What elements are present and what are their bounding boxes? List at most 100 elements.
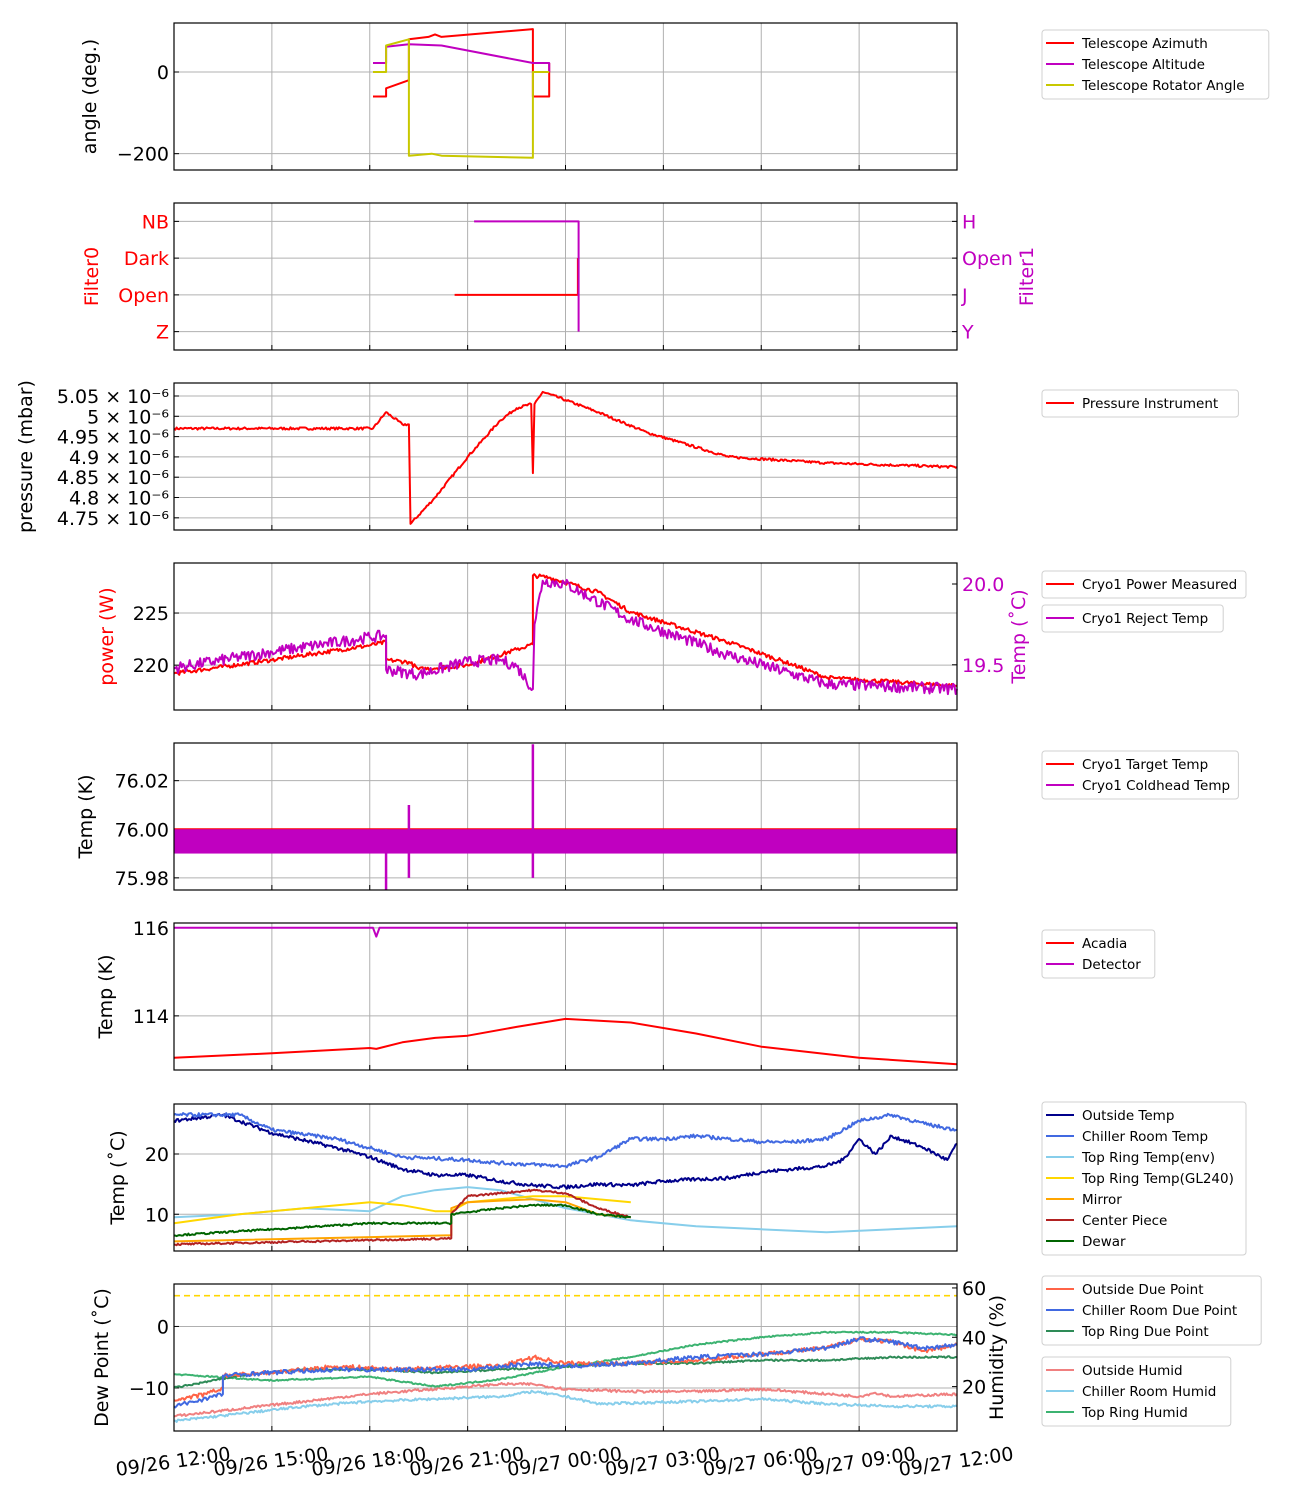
panel-2: Z Open Dark NB YJ Open H Filter0 Filter1 bbox=[81, 202, 1038, 351]
legend-label: Top Ring Temp(env) bbox=[1081, 1150, 1215, 1166]
panel-3: 4.75 × 10⁻⁶4.8 × 10⁻⁶4.85 × 10⁻⁶4.9 × 10… bbox=[15, 380, 1239, 533]
legend-label: Cryo1 Power Measured bbox=[1082, 577, 1237, 593]
series-line-center-piece bbox=[173, 1188, 631, 1247]
series-line-chiller-room-humid bbox=[173, 1389, 958, 1423]
legend-label: Chiller Room Humid bbox=[1082, 1384, 1216, 1400]
y-right-tick-label: 40 bbox=[962, 1327, 986, 1349]
legend-label: Top Ring Humid bbox=[1081, 1405, 1188, 1421]
y-axis-label: Filter0 bbox=[81, 247, 103, 306]
y-tick-label: 5 × 10⁻⁶ bbox=[87, 406, 169, 428]
series-line-outside-temp bbox=[173, 1112, 958, 1190]
plot-frame bbox=[173, 202, 958, 351]
y-axis-label: Temp (˚C) bbox=[107, 1130, 129, 1225]
series-line-cryo1-power-measured bbox=[173, 573, 958, 689]
y-axis-label: angle (deg.) bbox=[79, 39, 101, 154]
y-tick-label: 4.75 × 10⁻⁶ bbox=[57, 508, 169, 530]
series-line-top-ring-temp-env- bbox=[173, 1186, 958, 1234]
y-axis-label: power (W) bbox=[96, 587, 118, 685]
y-tick-label: 0 bbox=[157, 62, 169, 84]
legend-label: Telescope Rotator Angle bbox=[1081, 78, 1245, 94]
y-tick-label: 76.02 bbox=[115, 771, 169, 793]
legend-box bbox=[1041, 29, 1270, 100]
y-tick-label: −200 bbox=[117, 144, 169, 166]
plot-frame bbox=[173, 22, 958, 171]
y-tick-label: 114 bbox=[133, 1006, 169, 1028]
series-line-chiller-room-due-point bbox=[173, 1336, 958, 1409]
legend-label: Telescope Azimuth bbox=[1081, 36, 1208, 52]
legend-label: Outside Humid bbox=[1082, 1363, 1183, 1379]
legend-label: Acadia bbox=[1082, 936, 1127, 952]
plot-frame bbox=[173, 562, 958, 711]
legend-label: Dewar bbox=[1082, 1234, 1126, 1250]
panel-1: 0 −200 angle (deg.) Telescope Azimuth Telesc… bbox=[79, 22, 1270, 171]
legend-label: Center Piece bbox=[1082, 1213, 1167, 1229]
legend-label: Telescope Altitude bbox=[1081, 57, 1205, 73]
y-axis-label: Dew Point (˚C) bbox=[91, 1288, 113, 1427]
y-tick-label: NB bbox=[142, 211, 169, 233]
panel-4: 220 225 19.5 20.0 power (W) Temp (˚C) Cryo1 Po… bbox=[96, 562, 1247, 711]
y-tick-label: 4.8 × 10⁻⁶ bbox=[69, 488, 169, 510]
series-line-telescope-rotator-angle bbox=[373, 38, 550, 159]
panel-7: 10 20 Temp (˚C) Outside Temp Chiller Room Te… bbox=[107, 1101, 1247, 1256]
y-right-tick-label: H bbox=[962, 211, 976, 233]
y-tick-label: 4.9 × 10⁻⁶ bbox=[69, 447, 169, 469]
y-tick-label: 4.95 × 10⁻⁶ bbox=[57, 427, 169, 449]
y-axis-label: Temp (K) bbox=[95, 955, 117, 1040]
legend-label: Chiller Room Temp bbox=[1082, 1129, 1208, 1145]
legend-box bbox=[1041, 1356, 1232, 1427]
series-line-cryo1-reject-temp bbox=[173, 578, 958, 696]
series-line-top-ring-temp-gl240- bbox=[173, 1195, 631, 1225]
series-line-acadia bbox=[173, 1017, 958, 1066]
series-line-detector bbox=[174, 926, 957, 938]
y-tick-label: 0 bbox=[157, 1316, 169, 1338]
legend-box bbox=[1041, 750, 1239, 800]
series-line-pressure-instrument bbox=[173, 390, 958, 525]
y-tick-label: Open bbox=[118, 285, 169, 307]
series-line-chiller-room-temp bbox=[173, 1112, 958, 1169]
panel-6: 114 116 Temp (K) Acadia Detector bbox=[95, 918, 1156, 1071]
series-line-telescope-azimuth bbox=[373, 28, 551, 98]
legend-label: Chiller Room Due Point bbox=[1082, 1303, 1237, 1319]
legend-label: Cryo1 Coldhead Temp bbox=[1082, 778, 1230, 794]
y-axis-label: Temp (K) bbox=[75, 775, 97, 860]
y-right-tick-label: Y bbox=[961, 322, 974, 344]
y-right-tick-label: J bbox=[961, 285, 968, 307]
legend-label: Outside Temp bbox=[1082, 1108, 1174, 1124]
legend-label: Mirror bbox=[1082, 1192, 1122, 1208]
plot-frame bbox=[173, 382, 958, 531]
y-tick-label: 116 bbox=[133, 918, 169, 940]
legend-label: Top Ring Temp(GL240) bbox=[1081, 1171, 1234, 1187]
y-tick-label: 5.05 × 10⁻⁶ bbox=[57, 386, 169, 408]
legend-label: Top Ring Due Point bbox=[1081, 1324, 1209, 1340]
legend-label: Cryo1 Target Temp bbox=[1082, 757, 1208, 773]
legend-box bbox=[1041, 389, 1239, 418]
plot-frame bbox=[173, 922, 958, 1071]
legend-box bbox=[1041, 604, 1224, 633]
series-line-outside-humid bbox=[174, 1381, 958, 1418]
y-right-tick-label: Open bbox=[962, 248, 1013, 270]
legend-box bbox=[1041, 1275, 1262, 1346]
y-right-tick-label: 20.0 bbox=[962, 574, 1004, 596]
y-axis-label: pressure (mbar) bbox=[15, 380, 37, 533]
y-tick-label: Z bbox=[156, 322, 169, 344]
legend-label: Pressure Instrument bbox=[1082, 396, 1218, 412]
x-tick-label: 09/27 12:00 bbox=[897, 1443, 1014, 1481]
legend-label: Detector bbox=[1082, 957, 1141, 973]
y-right-tick-label: 19.5 bbox=[962, 655, 1004, 677]
y-tick-label: 4.85 × 10⁻⁶ bbox=[57, 467, 169, 489]
legend-box bbox=[1041, 570, 1247, 599]
legend-label: Cryo1 Reject Temp bbox=[1082, 611, 1208, 627]
plot-frame bbox=[173, 1283, 958, 1432]
y-tick-label: 75.98 bbox=[115, 868, 169, 890]
series-line-filter1 bbox=[474, 220, 580, 332]
y-tick-label: 20 bbox=[145, 1144, 169, 1166]
y-right-tick-label: 20 bbox=[962, 1377, 986, 1399]
y-tick-label: 10 bbox=[145, 1204, 169, 1226]
y-right-axis-label: Filter1 bbox=[1016, 247, 1038, 306]
y-tick-label: Dark bbox=[124, 248, 169, 270]
series-band-cryo1-coldhead-temp bbox=[174, 829, 957, 854]
plot-frame bbox=[173, 1103, 958, 1252]
legend-label: Outside Due Point bbox=[1082, 1282, 1204, 1298]
